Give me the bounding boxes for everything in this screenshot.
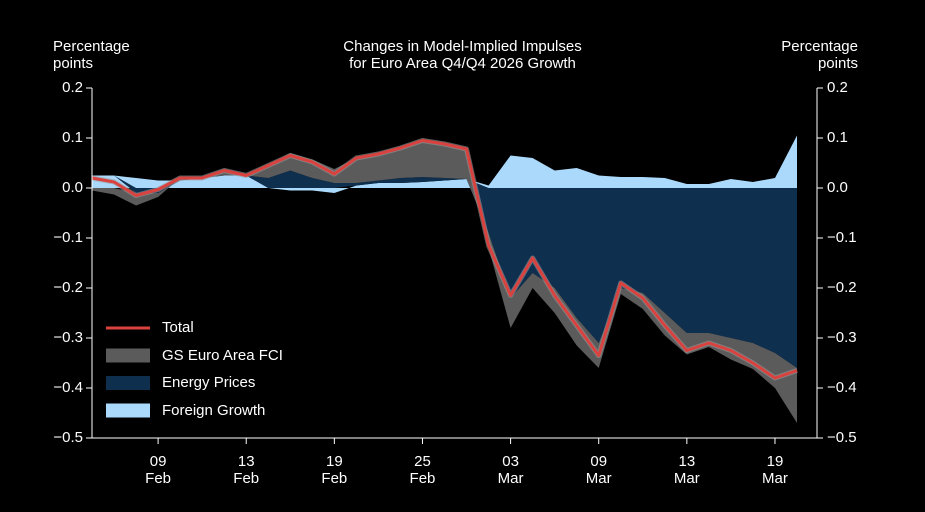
legend-label: Energy Prices — [162, 374, 256, 391]
line — [91, 139, 798, 380]
x-tick-label: 13 Feb — [233, 453, 260, 487]
legend-label: Total — [162, 319, 194, 336]
legend-swatch — [106, 403, 150, 418]
y-axis-label: Percentage points — [53, 38, 130, 72]
chart-title: Changes in Model-Implied Impulses for Eu… — [343, 38, 582, 72]
y-tick-label: 0.2 — [62, 79, 83, 96]
y-tick-label: −0.5 — [53, 429, 83, 446]
y-tick-label: −0.4 — [53, 379, 83, 396]
y-tick-label: −0.1 — [53, 229, 83, 246]
x-tick-label: 09 Feb — [145, 453, 172, 487]
y2-tick-label: 0.0 — [827, 179, 848, 196]
y-tick-label: 0.0 — [62, 179, 83, 196]
y2-tick-label: −0.5 — [827, 429, 857, 446]
legend-swatch — [106, 376, 150, 390]
y-tick-label: −0.3 — [53, 329, 83, 346]
y2-axis-label: Percentage points — [781, 38, 858, 72]
legend-swatch — [106, 348, 150, 363]
x-tick-label: 19 Mar — [762, 453, 788, 487]
area — [92, 135, 797, 193]
y2-tick-label: 0.2 — [827, 79, 848, 96]
y2-tick-label: −0.3 — [827, 329, 857, 346]
x-tick-label: 09 Mar — [585, 453, 612, 487]
x-tick-label: 13 Mar — [673, 453, 700, 487]
y-tick-label: −0.2 — [53, 279, 83, 296]
y-tick-label: 0.1 — [62, 129, 83, 146]
x-tick-label: 25 Feb — [409, 453, 436, 487]
x-tick-label: 19 Feb — [321, 453, 348, 487]
y2-tick-label: −0.4 — [827, 379, 857, 396]
legend-label: Foreign Growth — [162, 401, 266, 419]
y2-tick-label: −0.1 — [827, 229, 857, 246]
x-tick-label: 03 Mar — [497, 453, 524, 487]
legend-label: GS Euro Area FCI — [162, 346, 283, 364]
y2-tick-label: −0.2 — [827, 279, 857, 296]
area — [92, 170, 797, 368]
y2-tick-label: 0.1 — [827, 129, 848, 146]
